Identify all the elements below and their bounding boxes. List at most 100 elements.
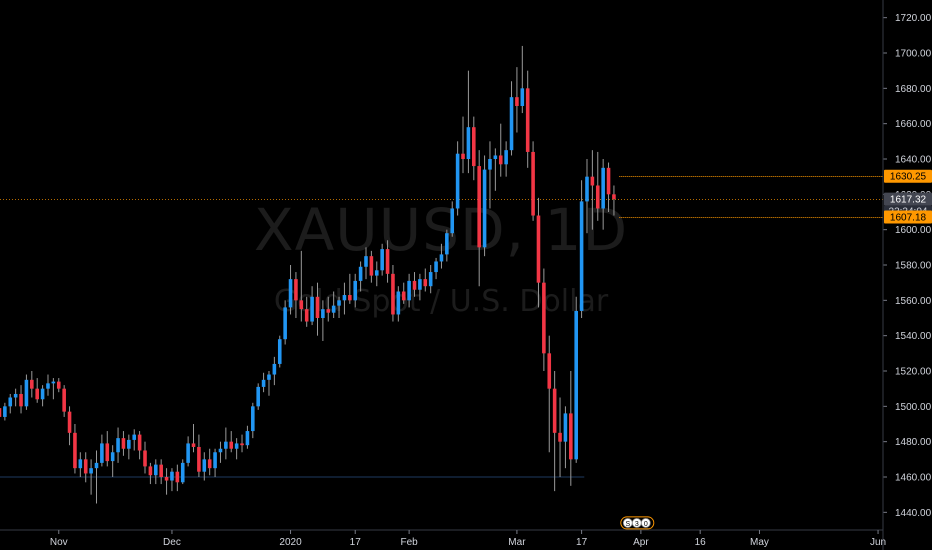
candle[interactable] — [321, 300, 325, 341]
candle[interactable] — [569, 371, 573, 486]
candle[interactable] — [348, 273, 352, 304]
candle[interactable] — [601, 159, 605, 230]
candle[interactable] — [498, 123, 503, 177]
candle[interactable] — [606, 162, 611, 212]
candle[interactable] — [8, 393, 13, 414]
candle[interactable] — [148, 462, 153, 485]
candle[interactable] — [525, 70, 530, 168]
candle[interactable] — [186, 436, 190, 467]
candle[interactable] — [364, 247, 368, 280]
candle[interactable] — [428, 265, 433, 294]
candle[interactable] — [439, 243, 444, 269]
candle[interactable] — [434, 257, 438, 280]
candle[interactable] — [595, 151, 600, 221]
candle[interactable] — [197, 434, 201, 477]
candle[interactable] — [180, 459, 185, 485]
candle[interactable] — [240, 434, 244, 453]
candle[interactable] — [116, 427, 120, 463]
candle[interactable] — [407, 273, 411, 308]
candle[interactable] — [46, 374, 50, 396]
candle[interactable] — [245, 425, 250, 449]
candle[interactable] — [547, 335, 552, 453]
candle[interactable] — [24, 374, 29, 410]
candle[interactable] — [234, 438, 239, 460]
candle[interactable] — [13, 388, 18, 407]
candle[interactable] — [466, 70, 471, 174]
candle[interactable] — [515, 67, 519, 133]
candle[interactable] — [461, 116, 465, 174]
candle[interactable] — [445, 229, 449, 262]
candle[interactable] — [159, 459, 163, 485]
candle[interactable] — [477, 150, 481, 287]
candle[interactable] — [218, 441, 223, 463]
candle[interactable] — [56, 378, 61, 393]
candle[interactable] — [531, 141, 535, 221]
candle[interactable] — [353, 273, 358, 308]
candle[interactable] — [579, 180, 584, 318]
candle[interactable] — [213, 448, 217, 477]
candle[interactable] — [191, 424, 196, 453]
candle[interactable] — [315, 282, 320, 336]
candle[interactable] — [267, 371, 271, 396]
candle[interactable] — [380, 243, 384, 276]
candle[interactable] — [326, 296, 331, 322]
candle[interactable] — [482, 155, 487, 257]
candle[interactable] — [369, 250, 374, 283]
candle[interactable] — [418, 273, 422, 301]
candle[interactable] — [251, 402, 255, 439]
candle[interactable] — [153, 459, 158, 485]
candle[interactable] — [78, 452, 83, 477]
candle[interactable] — [288, 265, 293, 315]
candle[interactable] — [100, 434, 104, 467]
candle[interactable] — [143, 441, 147, 474]
candle[interactable] — [337, 296, 341, 318]
candle[interactable] — [3, 402, 7, 421]
candle[interactable] — [121, 431, 126, 456]
candle[interactable] — [542, 268, 546, 371]
candle[interactable] — [574, 296, 578, 463]
candle[interactable] — [412, 272, 417, 297]
candle[interactable] — [520, 45, 525, 114]
candle[interactable] — [110, 445, 115, 477]
candle[interactable] — [105, 431, 110, 467]
candle[interactable] — [207, 448, 212, 476]
candle[interactable] — [558, 397, 562, 478]
candle[interactable] — [0, 403, 2, 424]
price-axis[interactable]: 1440.00 1460.00 1480.00 1500.00 1520.00 1540.… — [882, 0, 932, 550]
candle[interactable] — [35, 378, 39, 403]
candle[interactable] — [612, 185, 616, 216]
candle[interactable] — [137, 431, 142, 460]
candle[interactable] — [19, 385, 23, 414]
candle[interactable] — [385, 240, 390, 283]
candle[interactable] — [304, 296, 309, 327]
candle[interactable] — [62, 385, 66, 417]
candle[interactable] — [563, 406, 568, 469]
candle[interactable] — [509, 81, 514, 156]
candle[interactable] — [83, 452, 88, 483]
candle[interactable] — [164, 468, 169, 495]
candle[interactable] — [401, 282, 406, 304]
candle[interactable] — [493, 148, 498, 191]
candle[interactable] — [277, 335, 282, 368]
candle[interactable] — [170, 468, 174, 492]
candle[interactable] — [202, 452, 207, 481]
candle[interactable] — [455, 141, 460, 216]
candle[interactable] — [391, 265, 395, 322]
candle[interactable] — [590, 150, 595, 230]
candle[interactable] — [396, 286, 401, 322]
candle[interactable] — [272, 356, 277, 386]
candle[interactable] — [585, 159, 589, 234]
candle[interactable] — [488, 141, 492, 209]
candle[interactable] — [423, 268, 428, 292]
candle[interactable] — [127, 434, 131, 460]
candle[interactable] — [73, 424, 77, 474]
candle[interactable] — [261, 372, 266, 393]
candle[interactable] — [358, 261, 363, 292]
candle[interactable] — [89, 459, 93, 495]
candle[interactable] — [342, 282, 347, 315]
candle[interactable] — [536, 197, 541, 308]
candle[interactable] — [472, 116, 476, 181]
candle[interactable] — [30, 371, 34, 398]
